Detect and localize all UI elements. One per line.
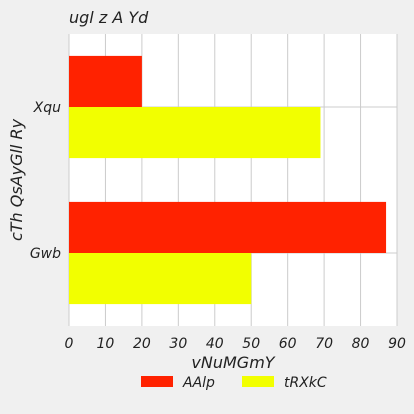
y-category-label: Xqu <box>33 100 61 116</box>
x-tick-label: 40 <box>206 336 224 352</box>
bar-tRXkC-Xqu <box>69 107 320 158</box>
x-tick-label: 10 <box>97 336 115 352</box>
y-category-label: Gwb <box>30 246 61 262</box>
legend: AAlp tRXkC <box>141 375 327 391</box>
x-tick-label: 70 <box>315 336 333 352</box>
legend-swatch <box>141 376 173 387</box>
legend-label: tRXkC <box>284 375 327 391</box>
x-axis-label: vNuMGmY <box>191 353 275 372</box>
bar-tRXkC-Gwb <box>69 253 251 304</box>
bar-AAlp-Xqu <box>69 56 142 107</box>
chart-title: ugl z A Yd <box>69 8 149 27</box>
x-tick-label: 80 <box>352 336 370 352</box>
x-tick-label: 50 <box>242 336 260 352</box>
legend-swatch <box>242 376 274 387</box>
x-tick-label: 60 <box>279 336 297 352</box>
x-tick-label: 30 <box>169 336 187 352</box>
y-category-labels: Xqu Gwb <box>30 100 61 262</box>
x-tick-labels: 0 10 20 30 40 50 60 70 80 90 <box>65 336 406 352</box>
bar-AAlp-Gwb <box>69 202 386 253</box>
x-tick-label: 90 <box>388 336 406 352</box>
x-tick-label: 20 <box>133 336 151 352</box>
legend-label: AAlp <box>182 375 215 391</box>
x-tick-label: 0 <box>65 336 74 352</box>
y-axis-label: cTh QsAyGll Ry <box>7 118 26 241</box>
